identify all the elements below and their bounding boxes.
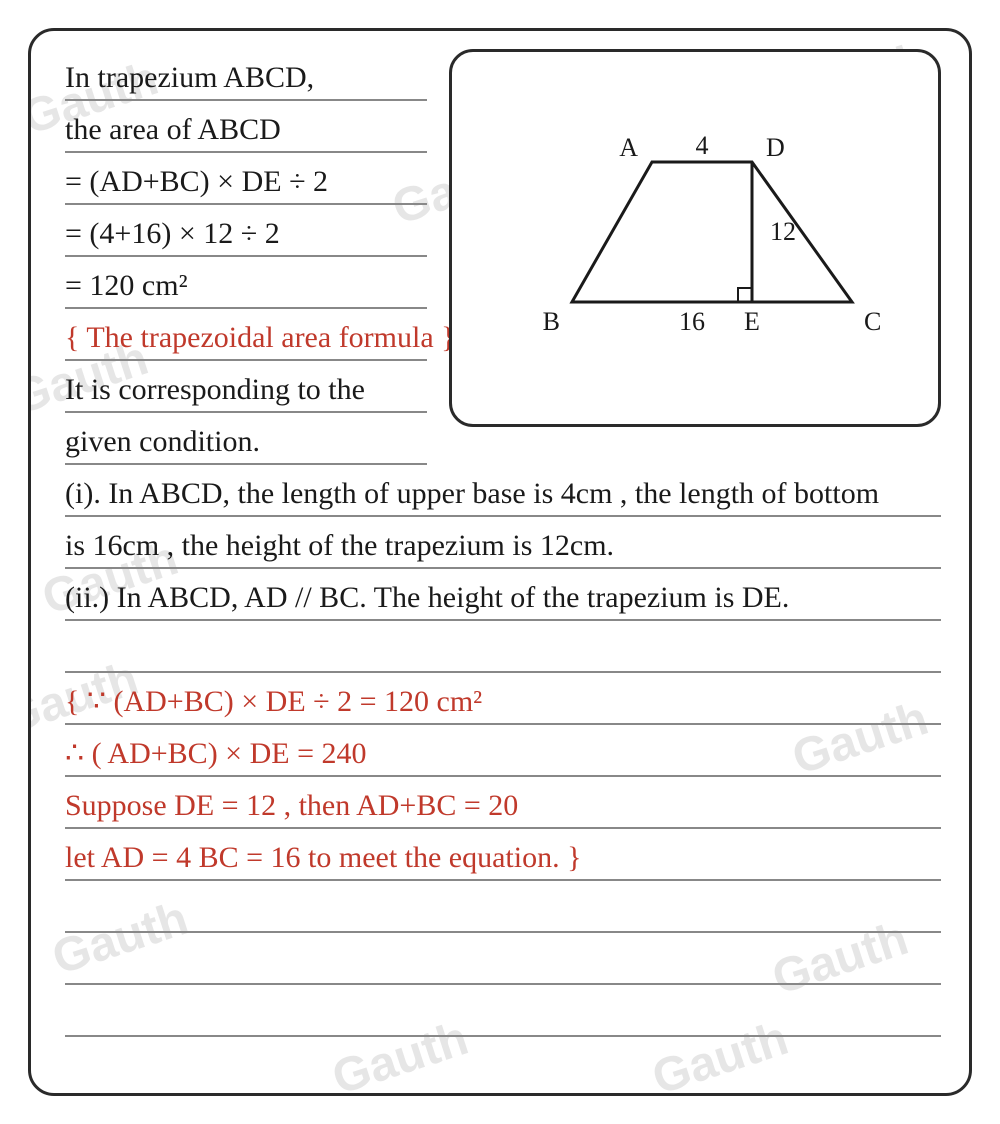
side-label-de: 12 (770, 217, 796, 246)
handwriting-text: ∴ ( AD+BC) × DE = 240 (65, 736, 367, 771)
vertex-label-c: C (864, 307, 881, 336)
handwriting-line: is 16cm , the height of the trapezium is… (65, 517, 941, 569)
notebook-sheet: Gauth Gauth Gauth Gauth Gauth Gauth Gaut… (28, 28, 972, 1096)
vertex-label-d: D (766, 133, 785, 162)
handwriting-text: It is corresponding to the (65, 373, 365, 407)
handwriting-text: given condition. (65, 425, 260, 459)
handwriting-text: In trapezium ABCD, (65, 61, 314, 95)
handwriting-line: = 120 cm² (65, 257, 427, 309)
handwriting-line: { ∵ (AD+BC) × DE ÷ 2 = 120 cm² (65, 673, 941, 725)
handwriting-text: the area of ABCD (65, 113, 281, 147)
handwriting-line: = (4+16) × 12 ÷ 2 (65, 205, 427, 257)
handwriting-text: (i). In ABCD, the length of upper base i… (65, 477, 879, 511)
handwriting-text: Suppose DE = 12 , then AD+BC = 20 (65, 789, 518, 823)
vertex-label-e: E (744, 307, 760, 336)
side-label-ad: 4 (696, 131, 709, 160)
handwriting-line: (i). In ABCD, the length of upper base i… (65, 465, 941, 517)
handwriting-line (65, 881, 941, 933)
handwriting-line: the area of ABCD (65, 101, 427, 153)
trapezium-shape (572, 162, 852, 302)
vertex-label-b: B (543, 307, 560, 336)
handwriting-line (65, 985, 941, 1037)
page: Gauth Gauth Gauth Gauth Gauth Gauth Gaut… (0, 0, 1000, 1124)
handwriting-text: (ii.) In ABCD, AD // BC. The height of t… (65, 581, 789, 615)
handwriting-text: { The trapezoidal area formula } (65, 321, 456, 355)
handwriting-text: = 120 cm² (65, 269, 188, 303)
side-label-bc: 16 (679, 307, 705, 336)
handwriting-line: { The trapezoidal area formula } (65, 309, 427, 361)
handwriting-text: let AD = 4 BC = 16 to meet the equation.… (65, 841, 582, 875)
handwriting-line: In trapezium ABCD, (65, 49, 427, 101)
handwriting-line: = (AD+BC) × DE ÷ 2 (65, 153, 427, 205)
handwriting-line: It is corresponding to the (65, 361, 427, 413)
handwriting-line (65, 933, 941, 985)
handwriting-text: is 16cm , the height of the trapezium is… (65, 529, 614, 563)
handwriting-text: = (4+16) × 12 ÷ 2 (65, 217, 280, 251)
figure-box: A D B C E 4 12 16 (449, 49, 941, 427)
handwriting-line (65, 621, 941, 673)
right-angle-icon (738, 288, 752, 302)
handwriting-line: given condition. (65, 413, 427, 465)
trapezium-svg: A D B C E 4 12 16 (452, 52, 944, 430)
handwriting-line: ∴ ( AD+BC) × DE = 240 (65, 725, 941, 777)
handwriting-text: { ∵ (AD+BC) × DE ÷ 2 = 120 cm² (65, 684, 482, 719)
handwriting-text: = (AD+BC) × DE ÷ 2 (65, 165, 328, 199)
handwriting-line: let AD = 4 BC = 16 to meet the equation.… (65, 829, 941, 881)
handwriting-line: (ii.) In ABCD, AD // BC. The height of t… (65, 569, 941, 621)
vertex-label-a: A (619, 133, 638, 162)
handwriting-line: Suppose DE = 12 , then AD+BC = 20 (65, 777, 941, 829)
